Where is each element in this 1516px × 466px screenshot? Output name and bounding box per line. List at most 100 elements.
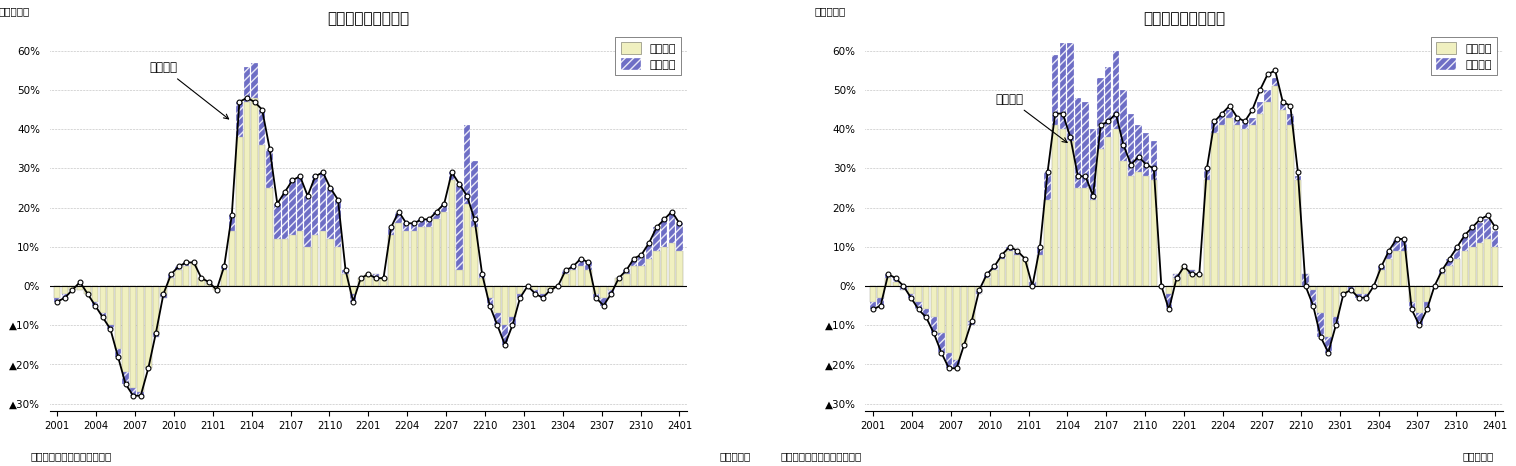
Bar	[403, 231, 409, 286]
Bar	[396, 223, 402, 286]
Title: 輸入金額の要因分解: 輸入金額の要因分解	[1143, 11, 1225, 26]
Bar	[199, 278, 205, 286]
Bar	[1113, 129, 1119, 286]
Bar	[1219, 125, 1225, 286]
Bar	[547, 286, 553, 290]
Bar	[916, 286, 922, 302]
Bar	[661, 247, 667, 286]
Bar	[653, 251, 659, 286]
Bar	[1014, 254, 1020, 286]
Bar	[676, 223, 682, 251]
Bar	[418, 227, 424, 286]
Bar	[1143, 176, 1149, 286]
Bar	[221, 270, 227, 286]
Bar	[878, 298, 884, 306]
Text: 輸入金額: 輸入金額	[996, 93, 1067, 143]
Bar	[1469, 227, 1475, 247]
Bar	[161, 294, 167, 298]
Bar	[893, 282, 899, 286]
Bar	[509, 286, 515, 317]
Bar	[908, 286, 914, 294]
Bar	[1120, 161, 1126, 286]
Bar	[320, 172, 326, 231]
Bar	[1037, 254, 1043, 286]
Bar	[1052, 55, 1058, 125]
Bar	[1075, 98, 1081, 188]
Bar	[954, 360, 960, 368]
Bar	[77, 286, 83, 290]
Bar	[1317, 286, 1323, 314]
Legend: 数量要因, 価格要因: 数量要因, 価格要因	[1431, 37, 1498, 75]
Text: （前年比）: （前年比）	[0, 6, 30, 16]
Bar	[244, 102, 250, 286]
Bar	[1446, 267, 1452, 286]
Bar	[1378, 267, 1384, 270]
Bar	[669, 243, 675, 286]
Bar	[1242, 122, 1248, 129]
Bar	[1378, 270, 1384, 286]
Bar	[282, 192, 288, 239]
Bar	[456, 184, 462, 270]
Bar	[1189, 270, 1195, 286]
Bar	[267, 149, 273, 188]
Bar	[931, 317, 937, 333]
Bar	[1295, 180, 1301, 286]
Bar	[183, 262, 190, 267]
Bar	[1249, 125, 1255, 286]
Bar	[1166, 294, 1172, 309]
Bar	[1492, 247, 1498, 286]
Bar	[991, 267, 998, 270]
Bar	[55, 298, 61, 302]
Bar	[870, 286, 876, 302]
Bar	[92, 302, 99, 306]
Bar	[1302, 274, 1308, 286]
Bar	[92, 286, 99, 302]
Bar	[578, 267, 584, 286]
Bar	[168, 274, 174, 278]
Bar	[1401, 239, 1407, 251]
Bar	[1355, 286, 1361, 294]
Bar	[85, 286, 91, 294]
Bar	[931, 286, 937, 317]
Bar	[885, 274, 891, 278]
Text: （前年比）: （前年比）	[814, 6, 846, 16]
Bar	[282, 239, 288, 286]
Bar	[608, 286, 614, 290]
Bar	[1454, 247, 1460, 259]
Bar	[646, 243, 652, 259]
Bar	[1340, 286, 1346, 294]
Bar	[1355, 294, 1361, 298]
Bar	[1484, 239, 1490, 286]
Bar	[1060, 129, 1066, 286]
Bar	[388, 235, 394, 286]
Bar	[1446, 259, 1452, 267]
Bar	[373, 274, 379, 278]
Bar	[593, 294, 599, 298]
Bar	[388, 227, 394, 235]
Bar	[631, 267, 637, 286]
Text: （年・月）: （年・月）	[719, 452, 750, 461]
Bar	[494, 286, 500, 314]
Bar	[138, 392, 144, 396]
Bar	[1363, 286, 1369, 294]
Bar	[1333, 317, 1339, 325]
Bar	[305, 196, 311, 247]
Title: 輸出金額の要因分解: 輸出金額の要因分解	[327, 11, 409, 26]
Bar	[646, 259, 652, 286]
Bar	[976, 290, 982, 294]
Bar	[403, 223, 409, 231]
Bar	[1082, 188, 1088, 286]
Bar	[585, 270, 591, 286]
Bar	[1211, 133, 1217, 286]
Bar	[267, 188, 273, 286]
Bar	[449, 180, 455, 286]
Bar	[1280, 102, 1286, 110]
Bar	[343, 270, 349, 274]
Bar	[631, 259, 637, 267]
Bar	[1204, 180, 1210, 286]
Text: 輸出金額: 輸出金額	[150, 62, 229, 119]
Bar	[449, 172, 455, 180]
Bar	[1484, 219, 1490, 239]
Bar	[183, 267, 190, 286]
Bar	[1098, 78, 1104, 149]
